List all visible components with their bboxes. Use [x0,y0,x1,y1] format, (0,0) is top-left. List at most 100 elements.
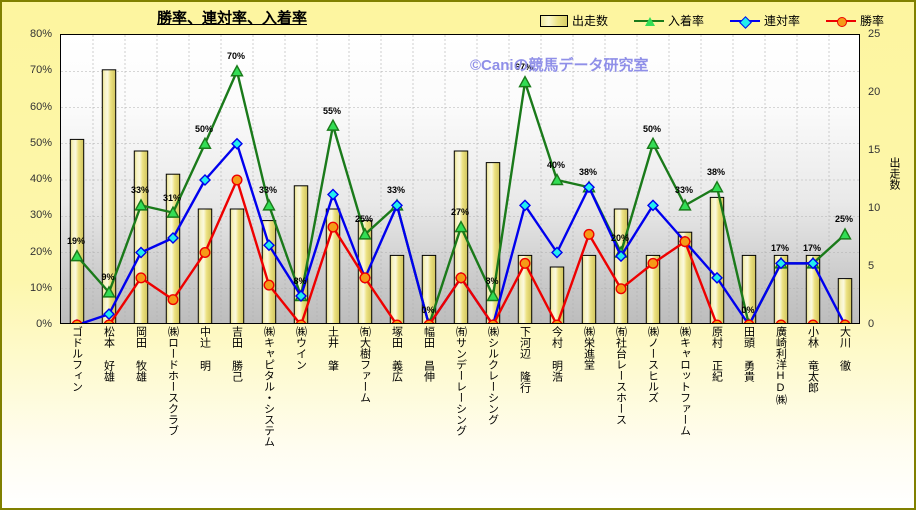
x-axis-label: ㈲社台レースホース [614,326,627,425]
data-label: 8% [485,276,499,286]
data-point [102,285,116,298]
data-label: 38% [706,167,726,178]
data-point [135,272,147,284]
data-point [519,257,531,269]
data-point [775,257,787,270]
x-axis-label: 岡田 牧雄 [134,326,147,382]
x-axis-label: 原村 正紀 [710,326,723,382]
line-series-勝率 [71,174,851,323]
plot-area-wrapper: 19% 9% 33% 31% 50% 70% 33% 8% 55% 25% 33% 0% 27% 8% 67… [60,34,860,324]
bar [581,254,597,323]
data-label: 27% [450,207,470,218]
chart-canvas [61,35,859,323]
data-point [711,319,723,323]
data-point [615,250,627,263]
legend-item-連対率[interactable]: 連対率 [729,12,800,29]
data-label: 55% [322,105,342,116]
right-tick-label: 25 [868,28,881,40]
data-point [839,319,851,323]
legend-bar-swatch [539,14,568,27]
data-point [551,246,563,259]
data-point [679,236,691,248]
data-label: 17% [770,243,790,254]
x-axis-label: ㈱ウイン [294,326,307,370]
data-point [647,199,659,212]
x-axis-label: 幅田 昌伸 [422,326,435,382]
data-point [231,174,243,186]
left-tick-label: 0% [36,318,52,330]
data-label: 33% [386,185,406,196]
data-label: 0% [421,305,435,315]
bar [421,254,437,323]
bar [229,208,245,323]
x-axis-label: ㈱ロードホースクラブ [166,326,179,436]
data-label: 50% [194,123,214,134]
data-point [646,136,660,149]
right-tick-label: 20 [868,86,881,98]
legend-item-入着率[interactable]: 入着率 [633,12,704,29]
data-point [167,294,179,306]
x-axis-label: ㈱ノースヒルズ [646,326,659,403]
data-point [550,173,564,186]
bar [197,208,213,323]
right-tick-label: 5 [868,260,875,272]
data-point [198,136,212,149]
left-tick-label: 10% [29,281,52,294]
x-axis-label: ㈲サンデーレーシング [454,326,467,436]
data-label: 70% [226,51,246,62]
data-label: 0% [741,305,755,315]
data-point [487,319,499,323]
data-point [775,319,787,323]
x-axis-label: ㈱キャピタル・システム [262,326,275,447]
x-axis-label: 吉田 勝己 [230,326,243,382]
data-point [135,246,147,259]
data-point [134,198,148,211]
line-series-連対率 [73,137,849,323]
x-axis-label: ㈱キャロットファーム [678,326,691,436]
data-point [678,198,692,211]
left-tick-label: 20% [29,245,52,258]
data-point [455,272,467,284]
legend-item-出走数[interactable]: 出走数 [539,12,608,29]
data-point [711,271,723,284]
x-axis-label: 田頭 勇貴 [742,326,755,382]
x-axis-label: 今村 明浩 [550,326,563,382]
x-axis-labels: ゴドルフィン 松本 好雄 岡田 牧雄 ㈱ロードホースクラブ 中辻 明 吉田 勝己 ㈱キャピタ… [60,326,860,456]
data-point [231,137,243,150]
chart-title: 勝率、連対率、入着率 [156,10,307,27]
data-point [166,205,180,218]
data-point [807,319,819,323]
data-label: 33% [674,185,694,196]
legend-line-swatch [729,15,760,29]
data-label: 31% [162,192,182,203]
data-point [583,228,595,240]
data-point [391,199,403,212]
data-label: 19% [66,236,86,247]
data-label: 40% [546,160,566,170]
data-label: 33% [130,185,150,196]
legend-item-勝率[interactable]: 勝率 [825,12,884,29]
data-point [262,198,276,211]
data-label: 9% [101,272,115,283]
data-label: 20% [610,232,630,243]
data-point [199,174,211,186]
legend-label: 勝率 [859,14,884,28]
data-point [519,199,531,212]
data-point [423,319,435,323]
data-point [807,257,819,270]
left-tick-label: 50% [29,136,52,149]
right-axis-title: 出走数 [888,157,900,190]
legend-marker-diamond-icon [739,15,752,29]
x-axis-label: 松本 好雄 [102,326,115,382]
right-tick-label: 15 [868,144,881,156]
data-point [103,319,115,323]
data-label: 25% [354,214,374,225]
legend-marker-circle-icon [836,16,847,27]
legend-label: 出走数 [571,14,608,28]
data-point [70,249,84,262]
left-tick-label: 30% [29,209,52,222]
legend-marker-triangle-icon [644,16,655,26]
x-axis-label: 大川 徹 [838,326,851,371]
data-point [167,232,179,244]
